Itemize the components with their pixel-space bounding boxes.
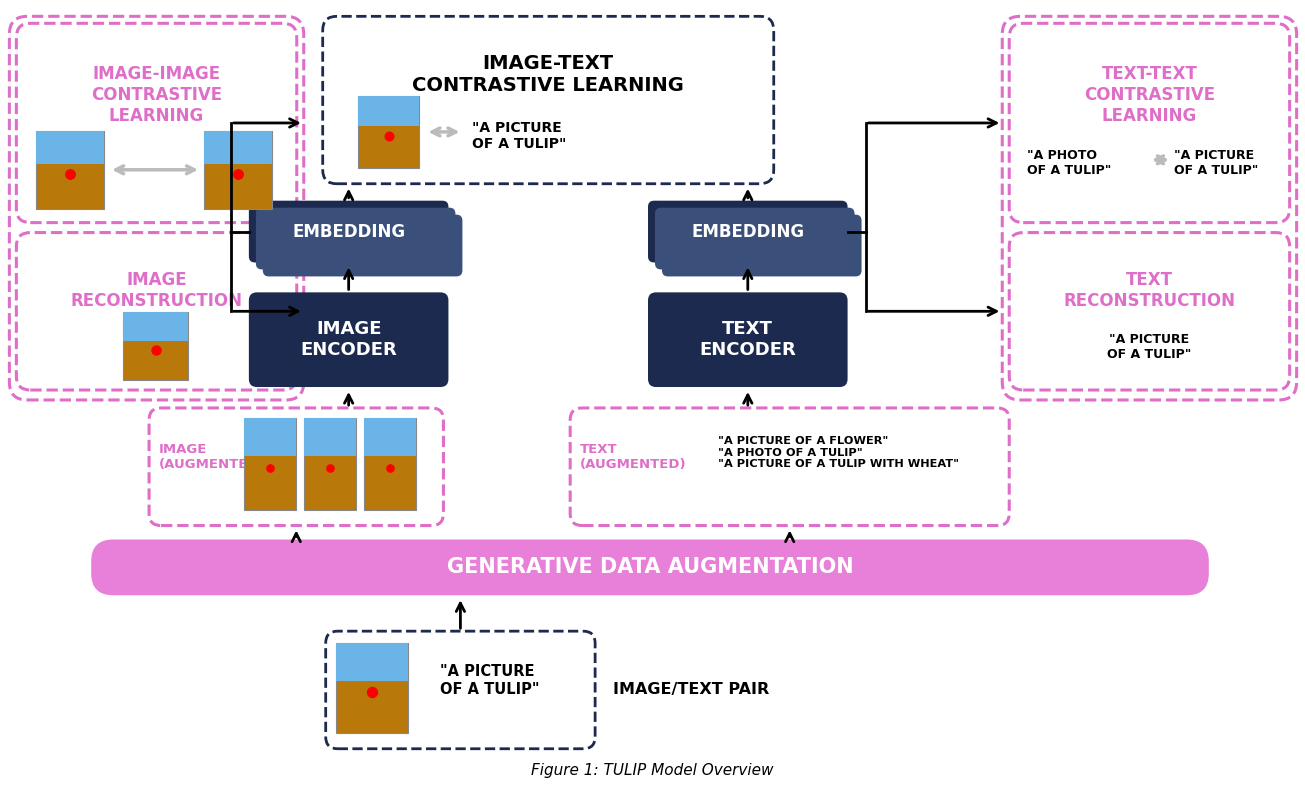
Text: IMAGE
(AUGMENTED): IMAGE (AUGMENTED) bbox=[159, 443, 266, 471]
Text: "A PICTURE
OF A TULIP": "A PICTURE OF A TULIP" bbox=[1107, 333, 1191, 361]
FancyBboxPatch shape bbox=[123, 312, 188, 341]
FancyBboxPatch shape bbox=[91, 540, 1208, 595]
Text: TEXT-TEXT
CONTRASTIVE
LEARNING: TEXT-TEXT CONTRASTIVE LEARNING bbox=[1084, 65, 1215, 125]
Text: EMBEDDING: EMBEDDING bbox=[692, 222, 804, 241]
FancyBboxPatch shape bbox=[655, 208, 855, 269]
FancyBboxPatch shape bbox=[649, 293, 847, 387]
FancyBboxPatch shape bbox=[1002, 17, 1297, 400]
FancyBboxPatch shape bbox=[304, 418, 356, 510]
Text: IMAGE/TEXT PAIR: IMAGE/TEXT PAIR bbox=[613, 682, 770, 697]
Text: EMBEDDING: EMBEDDING bbox=[292, 222, 406, 241]
Text: "A PICTURE
OF A TULIP": "A PICTURE OF A TULIP" bbox=[441, 664, 540, 697]
Text: IMAGE-IMAGE
CONTRASTIVE
LEARNING: IMAGE-IMAGE CONTRASTIVE LEARNING bbox=[91, 65, 222, 125]
Text: Figure 1: TULIP Model Overview: Figure 1: TULIP Model Overview bbox=[531, 763, 774, 778]
Text: "A PICTURE OF A FLOWER"
"A PHOTO OF A TULIP"
"A PICTURE OF A TULIP WITH WHEAT": "A PICTURE OF A FLOWER" "A PHOTO OF A TU… bbox=[718, 436, 959, 469]
FancyBboxPatch shape bbox=[244, 418, 296, 456]
FancyBboxPatch shape bbox=[304, 418, 356, 456]
FancyBboxPatch shape bbox=[149, 408, 444, 525]
FancyBboxPatch shape bbox=[1009, 24, 1289, 222]
FancyBboxPatch shape bbox=[17, 233, 296, 390]
FancyBboxPatch shape bbox=[649, 200, 847, 263]
FancyBboxPatch shape bbox=[17, 24, 296, 222]
FancyBboxPatch shape bbox=[326, 631, 595, 749]
FancyBboxPatch shape bbox=[262, 215, 462, 276]
FancyBboxPatch shape bbox=[322, 17, 774, 184]
Text: "A PICTURE
OF A TULIP": "A PICTURE OF A TULIP" bbox=[1174, 149, 1258, 177]
FancyBboxPatch shape bbox=[249, 200, 449, 263]
FancyBboxPatch shape bbox=[364, 418, 415, 510]
FancyBboxPatch shape bbox=[204, 131, 271, 208]
FancyBboxPatch shape bbox=[123, 312, 188, 380]
FancyBboxPatch shape bbox=[249, 293, 449, 387]
Text: IMAGE
ENCODER: IMAGE ENCODER bbox=[300, 320, 397, 359]
FancyBboxPatch shape bbox=[662, 215, 861, 276]
FancyBboxPatch shape bbox=[335, 643, 407, 681]
FancyBboxPatch shape bbox=[358, 96, 419, 168]
Text: TEXT
(AUGMENTED): TEXT (AUGMENTED) bbox=[581, 443, 686, 471]
FancyBboxPatch shape bbox=[570, 408, 1009, 525]
FancyBboxPatch shape bbox=[204, 131, 271, 163]
Text: TEXT
RECONSTRUCTION: TEXT RECONSTRUCTION bbox=[1064, 271, 1236, 310]
FancyBboxPatch shape bbox=[335, 643, 407, 733]
Text: GENERATIVE DATA AUGMENTATION: GENERATIVE DATA AUGMENTATION bbox=[446, 557, 853, 578]
FancyBboxPatch shape bbox=[9, 17, 304, 400]
FancyBboxPatch shape bbox=[358, 96, 419, 126]
Text: TEXT
ENCODER: TEXT ENCODER bbox=[699, 320, 796, 359]
FancyBboxPatch shape bbox=[37, 131, 104, 208]
FancyBboxPatch shape bbox=[364, 418, 415, 456]
Text: IMAGE-TEXT
CONTRASTIVE LEARNING: IMAGE-TEXT CONTRASTIVE LEARNING bbox=[412, 54, 684, 95]
Text: IMAGE
RECONSTRUCTION: IMAGE RECONSTRUCTION bbox=[70, 271, 243, 310]
FancyBboxPatch shape bbox=[1009, 233, 1289, 390]
FancyBboxPatch shape bbox=[244, 418, 296, 510]
Text: "A PICTURE
OF A TULIP": "A PICTURE OF A TULIP" bbox=[472, 121, 566, 151]
Text: "A PHOTO
OF A TULIP": "A PHOTO OF A TULIP" bbox=[1027, 149, 1112, 177]
FancyBboxPatch shape bbox=[37, 131, 104, 163]
FancyBboxPatch shape bbox=[256, 208, 455, 269]
